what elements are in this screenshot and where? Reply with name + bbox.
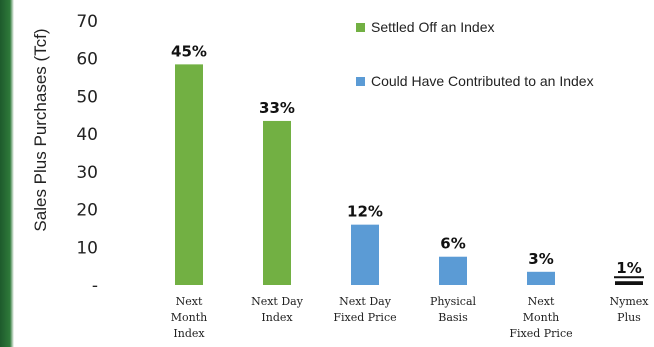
y-tick-label: 20 — [76, 201, 98, 221]
data-label-underline — [614, 276, 644, 279]
data-label: 12% — [347, 203, 383, 221]
data-label: 6% — [440, 235, 465, 253]
y-tick-label: 50 — [76, 87, 98, 107]
bar — [351, 224, 379, 285]
category-label: Next Month Fixed Price — [509, 295, 572, 340]
category-label: Physical Basis — [430, 295, 477, 324]
y-tick-label: 70 — [76, 12, 98, 32]
data-label: 33% — [259, 99, 295, 117]
y-axis-label: Sales Plus Purchases (Tcf) — [31, 28, 50, 231]
data-label: 45% — [171, 42, 207, 60]
bar — [615, 281, 643, 285]
category-label: Next Day Fixed Price — [333, 295, 396, 324]
y-tick-label: 40 — [76, 125, 98, 145]
data-label: 3% — [528, 250, 553, 268]
bar — [527, 271, 555, 285]
category-label: Nymex Plus — [610, 295, 650, 324]
bar — [263, 120, 291, 285]
y-tick-label: 60 — [76, 50, 98, 70]
category-label: Next Month Index — [171, 295, 207, 340]
y-tick-label: 10 — [76, 238, 98, 258]
legend-swatch — [356, 77, 365, 86]
category-label: Next Day Index — [251, 295, 304, 324]
legend-entry: Could Have Contributed to an Index — [371, 73, 594, 89]
legend-entry: Settled Off an Index — [371, 19, 495, 35]
y-tick-label: - — [92, 276, 98, 296]
y-tick-label: 30 — [76, 163, 98, 183]
legend-swatch — [356, 23, 365, 32]
bar — [175, 64, 203, 285]
data-label: 1% — [616, 259, 641, 277]
bar — [439, 256, 467, 285]
